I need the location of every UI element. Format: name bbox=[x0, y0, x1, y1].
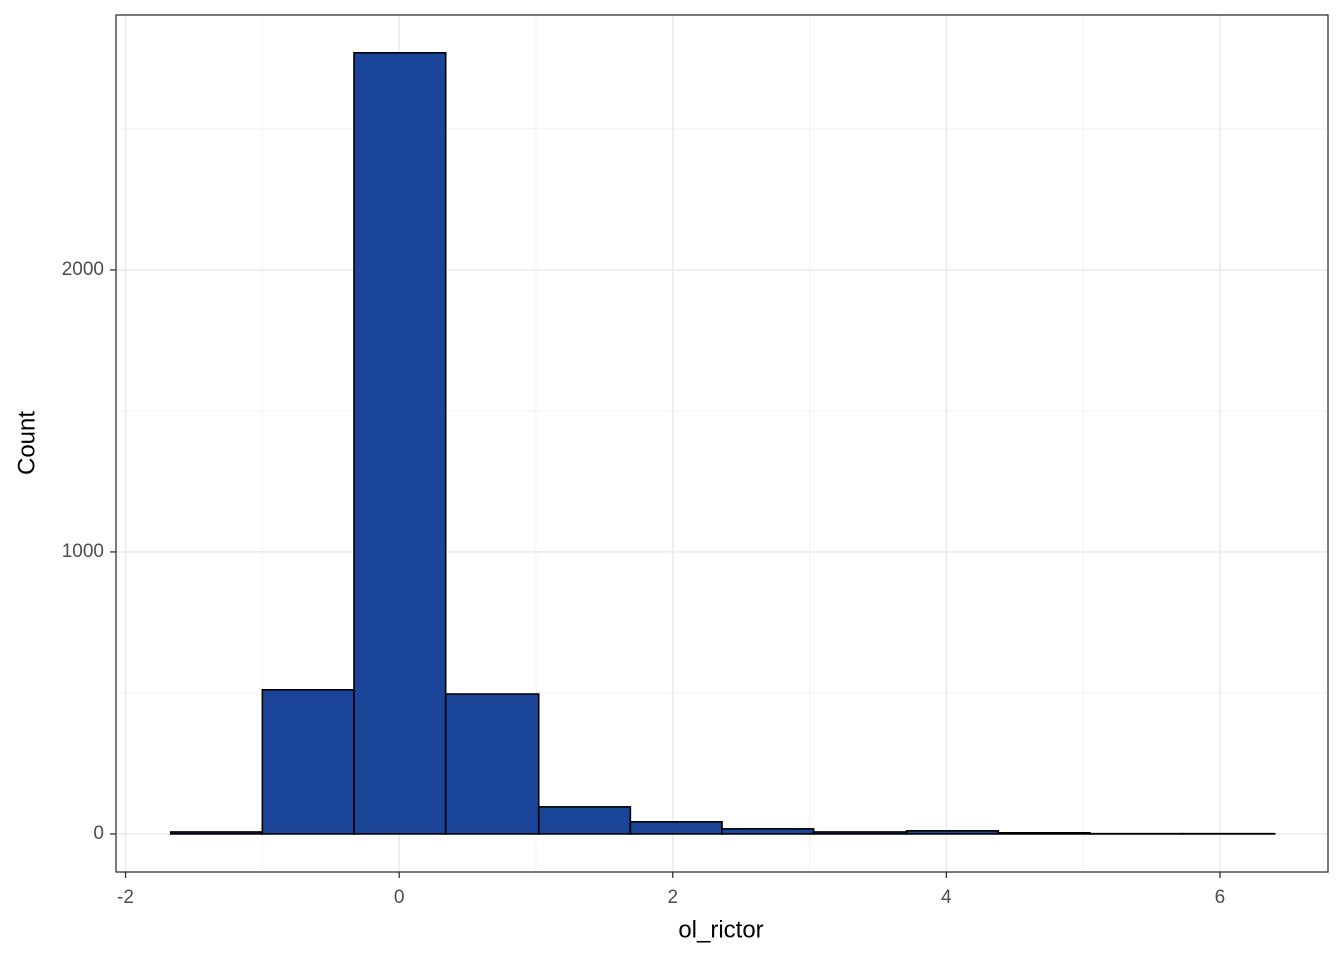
x-tick-label: 4 bbox=[941, 887, 952, 908]
bar bbox=[812, 831, 908, 835]
y-tick-label: 2000 bbox=[62, 259, 104, 280]
bar bbox=[721, 828, 815, 835]
y-axis-label: Count bbox=[13, 411, 40, 475]
x-tick-label: 2 bbox=[667, 887, 678, 908]
x-tick-label: -2 bbox=[117, 887, 134, 908]
bar bbox=[353, 51, 447, 835]
bar bbox=[997, 832, 1091, 835]
bar bbox=[537, 806, 632, 835]
y-tick-label: 0 bbox=[93, 823, 104, 844]
x-tick-label: 0 bbox=[394, 887, 405, 908]
x-tick-label: 6 bbox=[1215, 887, 1226, 908]
axes: -2 0 2 4 6 0 1000 2000 bbox=[62, 259, 1226, 908]
bar bbox=[444, 693, 540, 835]
bar bbox=[905, 830, 1000, 835]
x-axis-label: ol_rictor bbox=[678, 916, 763, 943]
bar bbox=[261, 689, 355, 835]
bar bbox=[169, 831, 264, 835]
y-tick-label: 1000 bbox=[62, 541, 104, 562]
bars bbox=[169, 51, 1276, 835]
bar bbox=[629, 821, 723, 835]
panel-border bbox=[115, 14, 1329, 873]
